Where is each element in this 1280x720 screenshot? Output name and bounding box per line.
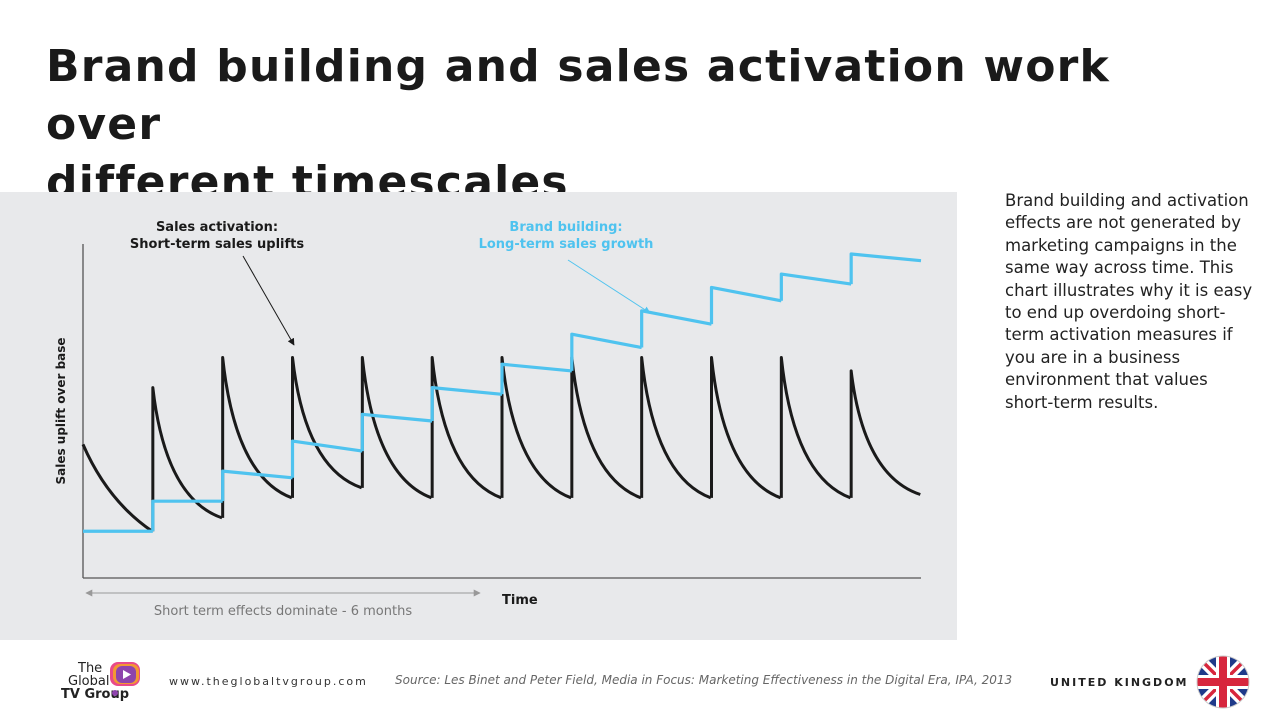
slide-title: Brand building and sales activation work…: [46, 38, 1226, 212]
sales-activation-series: [81, 356, 921, 533]
activation-spike-10: [710, 356, 782, 500]
activation-spike-2: [151, 386, 223, 532]
uk-flag-icon: [1196, 655, 1250, 709]
footer-source: Source: Les Binet and Peter Field, Media…: [395, 673, 1013, 687]
title-line-1: Brand building and sales activation work…: [46, 41, 1110, 150]
activation-spike-12: [849, 369, 921, 498]
footer-url: www.theglobaltvgroup.com: [169, 675, 368, 688]
brand-building-label-line2: Long-term sales growth: [479, 237, 654, 252]
footer-country: UNITED KINGDOM: [1050, 676, 1189, 689]
activation-spike-9: [640, 356, 712, 500]
brand-step-10: [709, 285, 782, 325]
logo-text-global: Global: [68, 674, 110, 689]
x-axis-label: Time: [502, 593, 538, 608]
brand-step-9: [640, 309, 712, 348]
brand-step-3: [221, 469, 293, 502]
brand-building-arrow: [567, 259, 651, 314]
logo-text-the: The: [78, 661, 103, 676]
sales-activation-label-line1: Sales activation:: [156, 220, 278, 235]
brand-step-6: [430, 386, 503, 422]
activation-spike-1: [81, 443, 153, 533]
activation-spike-3: [221, 356, 293, 518]
brand-step-8: [570, 332, 642, 371]
brand-building-series: [83, 252, 922, 533]
brand-step-5: [360, 412, 433, 452]
brand-step-12: [849, 252, 922, 285]
global-tv-group-logo: The Global TV Group: [58, 660, 148, 710]
sales-activation-arrow: [242, 255, 295, 346]
brand-step-4: [290, 439, 363, 478]
play-tv-icon: [110, 662, 140, 696]
y-axis-label: Sales uplift over base: [54, 337, 68, 484]
brand-step-11: [779, 272, 852, 301]
brand-step-2: [151, 499, 223, 532]
activation-spike-8: [570, 356, 642, 500]
activation-spike-6: [430, 356, 502, 500]
logo-text-tv-group: TV Group: [61, 687, 130, 702]
side-description: Brand building and activation effects ar…: [1005, 191, 1253, 412]
brand-building-label-line1: Brand building:: [509, 220, 622, 235]
activation-spike-4: [291, 356, 363, 498]
short-term-note: Short term effects dominate - 6 months: [154, 604, 412, 619]
activation-spike-7: [500, 356, 572, 500]
brand-step-7: [500, 362, 572, 395]
activation-spike-5: [360, 356, 432, 500]
chart-panel: Sales activation: Short-term sales uplif…: [0, 192, 957, 640]
sales-activation-label-line2: Short-term sales uplifts: [130, 237, 304, 252]
sales-uplift-chart: Sales activation: Short-term sales uplif…: [54, 220, 922, 619]
activation-spike-11: [779, 356, 851, 500]
